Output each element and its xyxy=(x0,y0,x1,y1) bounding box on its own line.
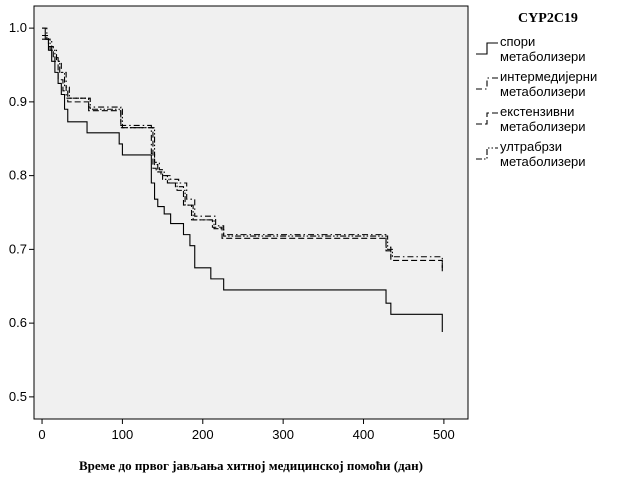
x-tick-label: 500 xyxy=(433,427,455,442)
x-axis-title: Време до првог јављања хитној медицинско… xyxy=(79,458,423,473)
legend-label: метаболизери xyxy=(500,84,586,99)
y-tick-label: 0.8 xyxy=(9,168,27,183)
legend-symbol xyxy=(476,147,498,160)
x-tick-label: 100 xyxy=(112,427,134,442)
legend-label: екстензивни xyxy=(500,104,574,119)
x-axis-ticks: 0 100 200 300 400 500 xyxy=(38,419,455,442)
legend-label: спори xyxy=(500,34,535,49)
legend-symbol xyxy=(476,77,498,90)
x-tick-label: 400 xyxy=(353,427,375,442)
x-tick-label: 200 xyxy=(192,427,214,442)
y-tick-label: 0.7 xyxy=(9,241,27,256)
legend-label: метаболизери xyxy=(500,119,586,134)
legend: CYP2C19 спориметаболизериинтермедијерним… xyxy=(476,11,597,169)
series-line-4 xyxy=(42,38,394,259)
y-tick-label: 0.5 xyxy=(9,389,27,404)
legend-label: метаболизери xyxy=(500,154,586,169)
y-tick-label: 0.9 xyxy=(9,94,27,109)
series-line-2 xyxy=(42,27,443,268)
y-axis-ticks: 0.5 0.6 0.7 0.8 0.9 1.0 xyxy=(9,20,34,404)
x-tick-label: 300 xyxy=(272,427,294,442)
series-line-1 xyxy=(42,27,443,332)
y-tick-label: 0.6 xyxy=(9,315,27,330)
legend-symbol xyxy=(476,112,498,125)
series-layer xyxy=(42,27,443,332)
plot-area xyxy=(33,5,469,420)
x-tick-label: 0 xyxy=(38,427,45,442)
legend-label: ултрабрзи xyxy=(500,139,562,154)
legend-label: метаболизери xyxy=(500,49,586,64)
legend-symbol xyxy=(476,42,498,55)
legend-label: интермедијерни xyxy=(500,69,597,84)
legend-title: CYP2C19 xyxy=(518,11,578,26)
y-tick-label: 1.0 xyxy=(9,20,27,35)
